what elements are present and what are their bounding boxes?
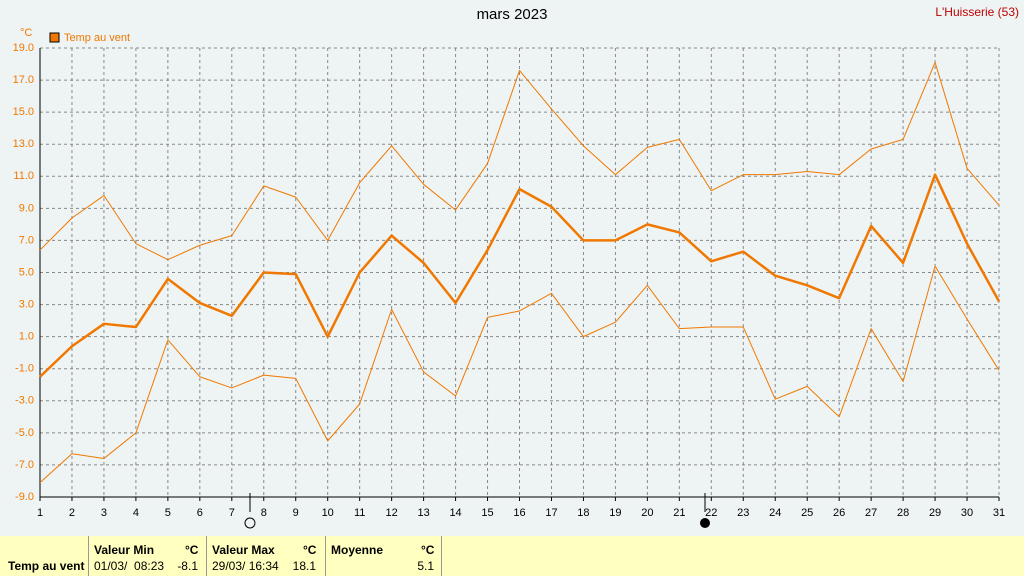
y-tick-label: 11.0 xyxy=(13,170,34,182)
stat-when: 29/03/ 16:34 xyxy=(212,559,279,573)
legend-swatch xyxy=(49,32,60,43)
x-tick-label: 31 xyxy=(993,507,1005,519)
y-tick-label: -9.0 xyxy=(15,491,34,503)
x-tick-label: 23 xyxy=(737,507,749,519)
stat-when: 01/03/ 08:23 xyxy=(94,559,165,573)
stats-panel: Temp au vent Valeur Min °C 01/03/ 08:23 … xyxy=(0,536,1024,576)
y-tick-label: -7.0 xyxy=(15,459,34,471)
x-tick-label: 15 xyxy=(481,507,493,519)
series-line xyxy=(39,61,1000,261)
y-tick-label: 7.0 xyxy=(19,234,34,246)
x-tick-label: 6 xyxy=(197,507,203,519)
x-tick-label: 21 xyxy=(673,507,685,519)
stat-value: 5.1 xyxy=(417,559,434,573)
x-tick-label: 22 xyxy=(705,507,717,519)
y-tick-label: -3.0 xyxy=(15,395,34,407)
x-tick-label: 17 xyxy=(545,507,557,519)
y-tick-label: 13.0 xyxy=(13,138,34,150)
stat-title: Valeur Min xyxy=(94,543,155,557)
y-tick-label: -1.0 xyxy=(15,363,34,375)
x-tick-label: 24 xyxy=(769,507,781,519)
x-tick-label: 3 xyxy=(101,507,107,519)
x-tick-label: 26 xyxy=(833,507,845,519)
x-tick-label: 12 xyxy=(386,507,398,519)
stat-value: 18.1 xyxy=(292,559,316,573)
stat-title: Moyenne xyxy=(331,543,384,557)
y-tick-label: -5.0 xyxy=(15,427,34,439)
row-label: Temp au vent xyxy=(8,559,85,573)
stat-value: -8.1 xyxy=(177,559,198,573)
x-tick-label: 16 xyxy=(513,507,525,519)
x-tick-label: 25 xyxy=(801,507,813,519)
y-tick-label: 19.0 xyxy=(13,42,34,54)
full-moon-icon xyxy=(244,517,256,529)
x-tick-label: 8 xyxy=(261,507,267,519)
x-tick-label: 4 xyxy=(133,507,139,519)
stat-unit: °C xyxy=(185,543,199,557)
station-name: L'Huisserie (53) xyxy=(935,5,1019,19)
y-tick-label: 3.0 xyxy=(19,298,34,310)
x-tick-label: 18 xyxy=(577,507,589,519)
chart: mars 2023 L'Huisserie (53) °C Temp au ve… xyxy=(13,5,1019,529)
separator xyxy=(206,536,207,576)
separator xyxy=(88,536,89,576)
legend-label: Temp au vent xyxy=(64,32,130,44)
y-tick-label: 1.0 xyxy=(19,331,34,343)
y-tick-label: 17.0 xyxy=(13,74,34,86)
y-tick-label: 9.0 xyxy=(19,202,34,214)
series-line xyxy=(39,173,1001,378)
x-tick-label: 19 xyxy=(609,507,621,519)
stat-title: Valeur Max xyxy=(212,543,275,557)
x-tick-label: 28 xyxy=(897,507,909,519)
chart-title: mars 2023 xyxy=(477,6,548,23)
x-tick-label: 13 xyxy=(417,507,429,519)
x-tick-label: 20 xyxy=(641,507,653,519)
new-moon-icon xyxy=(700,518,710,528)
x-tick-label: 5 xyxy=(165,507,171,519)
x-tick-label: 10 xyxy=(322,507,334,519)
x-tick-label: 11 xyxy=(354,507,365,519)
y-tick-label: 15.0 xyxy=(13,106,34,118)
x-tick-label: 29 xyxy=(929,507,941,519)
x-tick-label: 2 xyxy=(69,507,75,519)
stat-unit: °C xyxy=(421,543,435,557)
y-unit: °C xyxy=(20,27,32,39)
x-tick-label: 27 xyxy=(865,507,877,519)
series-line xyxy=(39,265,1000,483)
x-tick-label: 1 xyxy=(37,507,43,519)
y-tick-label: 5.0 xyxy=(19,266,34,278)
stat-unit: °C xyxy=(303,543,317,557)
x-tick-label: 14 xyxy=(449,507,461,519)
separator xyxy=(441,536,442,576)
x-tick-label: 7 xyxy=(229,507,235,519)
x-tick-label: 9 xyxy=(293,507,299,519)
separator xyxy=(325,536,326,576)
x-tick-label: 30 xyxy=(961,507,973,519)
